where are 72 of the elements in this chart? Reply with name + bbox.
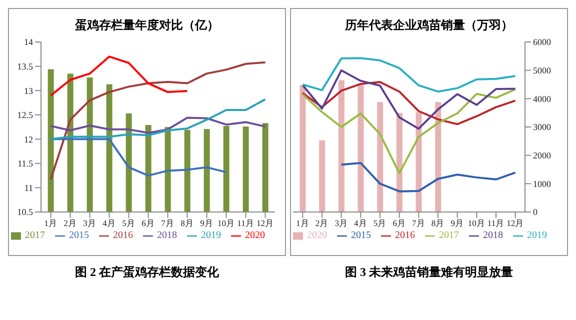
y2-tick-label: 5000 [533,66,552,76]
legend-label: 2018 [157,230,177,241]
chart-title: 历年代表企业鸡苗销量（万羽） [344,17,514,34]
legend-label: 2018 [483,230,503,241]
bar [396,112,402,212]
caption: 图 2 在产蛋鸡存栏数据变化 [74,264,220,281]
y-tick-label: 12 [24,134,33,144]
bar [416,112,422,212]
x-tick-label: 11月 [487,218,505,228]
y2-tick-label: 1000 [533,178,552,189]
y2-tick-label: 4000 [533,94,552,104]
x-tick-label: 2月 [64,218,77,228]
y-tick-label: 11 [24,182,33,193]
bar [358,84,364,212]
bar [300,85,306,212]
legend-label: 2020 [245,230,265,241]
x-tick-label: 10月 [218,218,235,228]
y-tick-label: 10.5 [17,207,34,218]
legend-label: 2019 [527,230,547,241]
legend-label: 2017 [25,230,45,241]
x-tick-label: 7月 [412,218,426,228]
x-tick-label: 10月 [468,218,486,228]
x-tick-label: 8月 [431,218,445,228]
bar [377,102,384,212]
x-tick-label: 4月 [102,218,116,228]
x-tick-label: 5月 [373,218,387,228]
caption: 图 3 未来鸡苗销量难有明显放量 [344,264,514,281]
x-tick-label: 9月 [200,218,214,228]
x-tick-label: 8月 [180,218,194,228]
line-series [50,98,266,140]
y-tick-label: 13.5 [17,61,34,72]
line-series [50,116,266,134]
x-tick-label: 1月 [296,218,310,228]
x-tick-label: 7月 [161,218,174,228]
x-tick-label: 6月 [142,218,155,228]
y2-tick-label: 3000 [533,122,552,132]
x-tick-label: 2月 [315,218,329,228]
x-tick-label: 9月 [450,218,464,228]
x-tick-label: 11月 [237,218,254,228]
legend-label: 2016 [113,230,133,241]
legend-label: 2015 [69,230,89,241]
x-tick-label: 12月 [256,218,274,228]
line-series [302,80,516,126]
x-tick-label: 5月 [122,218,136,228]
x-tick-label: 12月 [506,218,524,228]
legend-label: 2015 [351,230,371,241]
line-series [302,69,516,130]
chart-title: 蛋鸡存栏量年度对比（亿） [74,17,220,34]
y2-tick-label: 0 [533,207,538,218]
legend-label: 2019 [201,230,221,241]
y2-tick-label: 6000 [533,37,552,48]
bar [435,102,442,212]
legend-label: 2020 [307,230,327,241]
line-series [50,61,266,180]
y-tick-label: 12.5 [17,110,34,120]
bar [319,140,326,212]
line-series [340,162,516,192]
y-tick-label: 14 [24,37,34,48]
line-series [302,88,516,174]
x-tick-label: 4月 [354,218,368,228]
line-series [50,56,188,96]
line-series [302,57,516,93]
x-tick-label: 1月 [44,218,58,228]
y2-tick-label: 2000 [533,150,552,161]
x-tick-label: 3月 [83,218,96,228]
y-tick-label: 13 [24,86,34,96]
bar [338,80,344,212]
y-tick-label: 11.5 [18,158,34,169]
legend-label: 2016 [395,230,415,241]
legend-label: 2017 [439,230,459,241]
x-tick-label: 6月 [392,218,406,228]
x-tick-label: 3月 [334,218,348,228]
